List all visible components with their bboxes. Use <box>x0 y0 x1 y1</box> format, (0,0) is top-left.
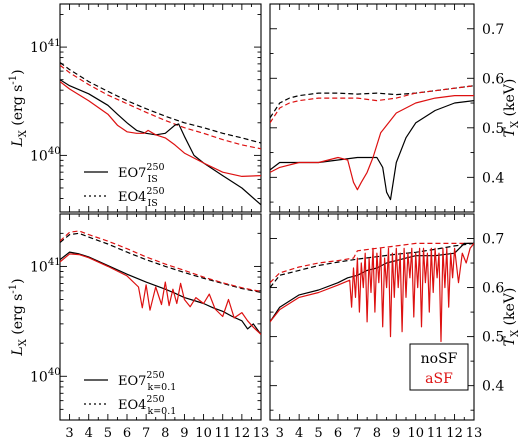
x-tick-label: 5 <box>314 426 322 439</box>
series-group <box>60 230 261 335</box>
y-axis-label: LX (erg s-1) <box>8 69 29 147</box>
x-tick-label: 8 <box>161 426 169 439</box>
x-tick-label: 9 <box>392 426 400 439</box>
series-eo4-nosf <box>60 62 261 144</box>
y-axis-label: TX (keV) <box>502 79 520 138</box>
panel-top-right-frame <box>269 3 475 213</box>
panel-top-right: 0.4 0.5 0.6 0.7 TX (keV) <box>270 4 520 212</box>
panel-top-left-frame <box>59 3 262 213</box>
panel-bottom-right-frame <box>269 213 475 421</box>
series-group <box>270 85 474 201</box>
x-tick-label: 12 <box>446 426 463 439</box>
series-group <box>270 242 474 343</box>
series-eo4-asf <box>270 85 474 124</box>
series-eo4-nosf <box>60 232 261 293</box>
series-eo4-nosf <box>270 85 474 119</box>
legend-label: EO4250 IS <box>118 186 165 209</box>
x-tick-label: 13 <box>466 426 483 439</box>
x-tick-label: 10 <box>195 426 212 439</box>
x-tick-label: 5 <box>104 426 112 439</box>
series-eo7-asf <box>270 95 474 191</box>
x-tick-label: 10 <box>407 426 424 439</box>
legend-label: EO7250 IS <box>118 162 165 185</box>
y-tick-label: 1040 <box>30 146 61 164</box>
series-eo4-nosf <box>270 242 474 288</box>
y-tick-label: 0.4 <box>482 379 504 395</box>
legend-asf: aSF <box>425 371 453 387</box>
series-eo7-asf <box>60 81 261 177</box>
y-axis-label: LX (erg s-1) <box>8 278 29 356</box>
series-eo7-nosf <box>270 100 474 201</box>
y-tick-label: 0.4 <box>482 170 504 186</box>
y-tick-label: 0.7 <box>482 22 504 38</box>
series-eo7-nosf <box>60 251 261 335</box>
y-tick-label: 1041 <box>30 257 61 275</box>
y-tick-label: 0.5 <box>482 330 504 346</box>
series-eo7-asf <box>270 243 474 343</box>
legend-label: EO4250 k=0.1 <box>118 394 176 417</box>
series-group <box>60 62 261 206</box>
x-tick-label: 8 <box>373 426 381 439</box>
y-tick-label: 0.6 <box>482 71 504 87</box>
x-tick-label: 4 <box>295 426 303 439</box>
y-axis-label: TX (keV) <box>502 288 520 347</box>
x-tick-label: 3 <box>276 426 284 439</box>
series-eo4-asf <box>60 64 261 150</box>
series-eo4-asf <box>270 242 474 284</box>
y-tick-label: 1040 <box>30 367 61 385</box>
x-tick-label: 3 <box>65 426 73 439</box>
y-tick-label: 0.7 <box>482 232 504 248</box>
y-tick-label: 1041 <box>30 38 61 56</box>
series-eo4-asf <box>60 230 261 293</box>
x-tick-label: 9 <box>180 426 188 439</box>
x-tick-label: 11 <box>214 426 231 439</box>
x-tick-label: 7 <box>142 426 150 439</box>
legend-label: EO7250 k=0.1 <box>118 370 176 393</box>
x-tick-label: 12 <box>234 426 251 439</box>
panel-bottom-left-frame <box>59 213 262 421</box>
x-tick-label: 7 <box>353 426 361 439</box>
x-tick-label: 4 <box>85 426 93 439</box>
legend-nosf: noSF <box>421 351 458 367</box>
x-tick-label: 13 <box>253 426 270 439</box>
series-eo7-asf <box>60 253 261 335</box>
x-tick-label: 11 <box>427 426 444 439</box>
x-tick-label: 6 <box>334 426 342 439</box>
legend-box <box>409 343 469 391</box>
y-tick-label: 0.5 <box>482 121 504 137</box>
x-tick-label: 6 <box>123 426 131 439</box>
y-tick-label: 0.6 <box>482 281 504 297</box>
